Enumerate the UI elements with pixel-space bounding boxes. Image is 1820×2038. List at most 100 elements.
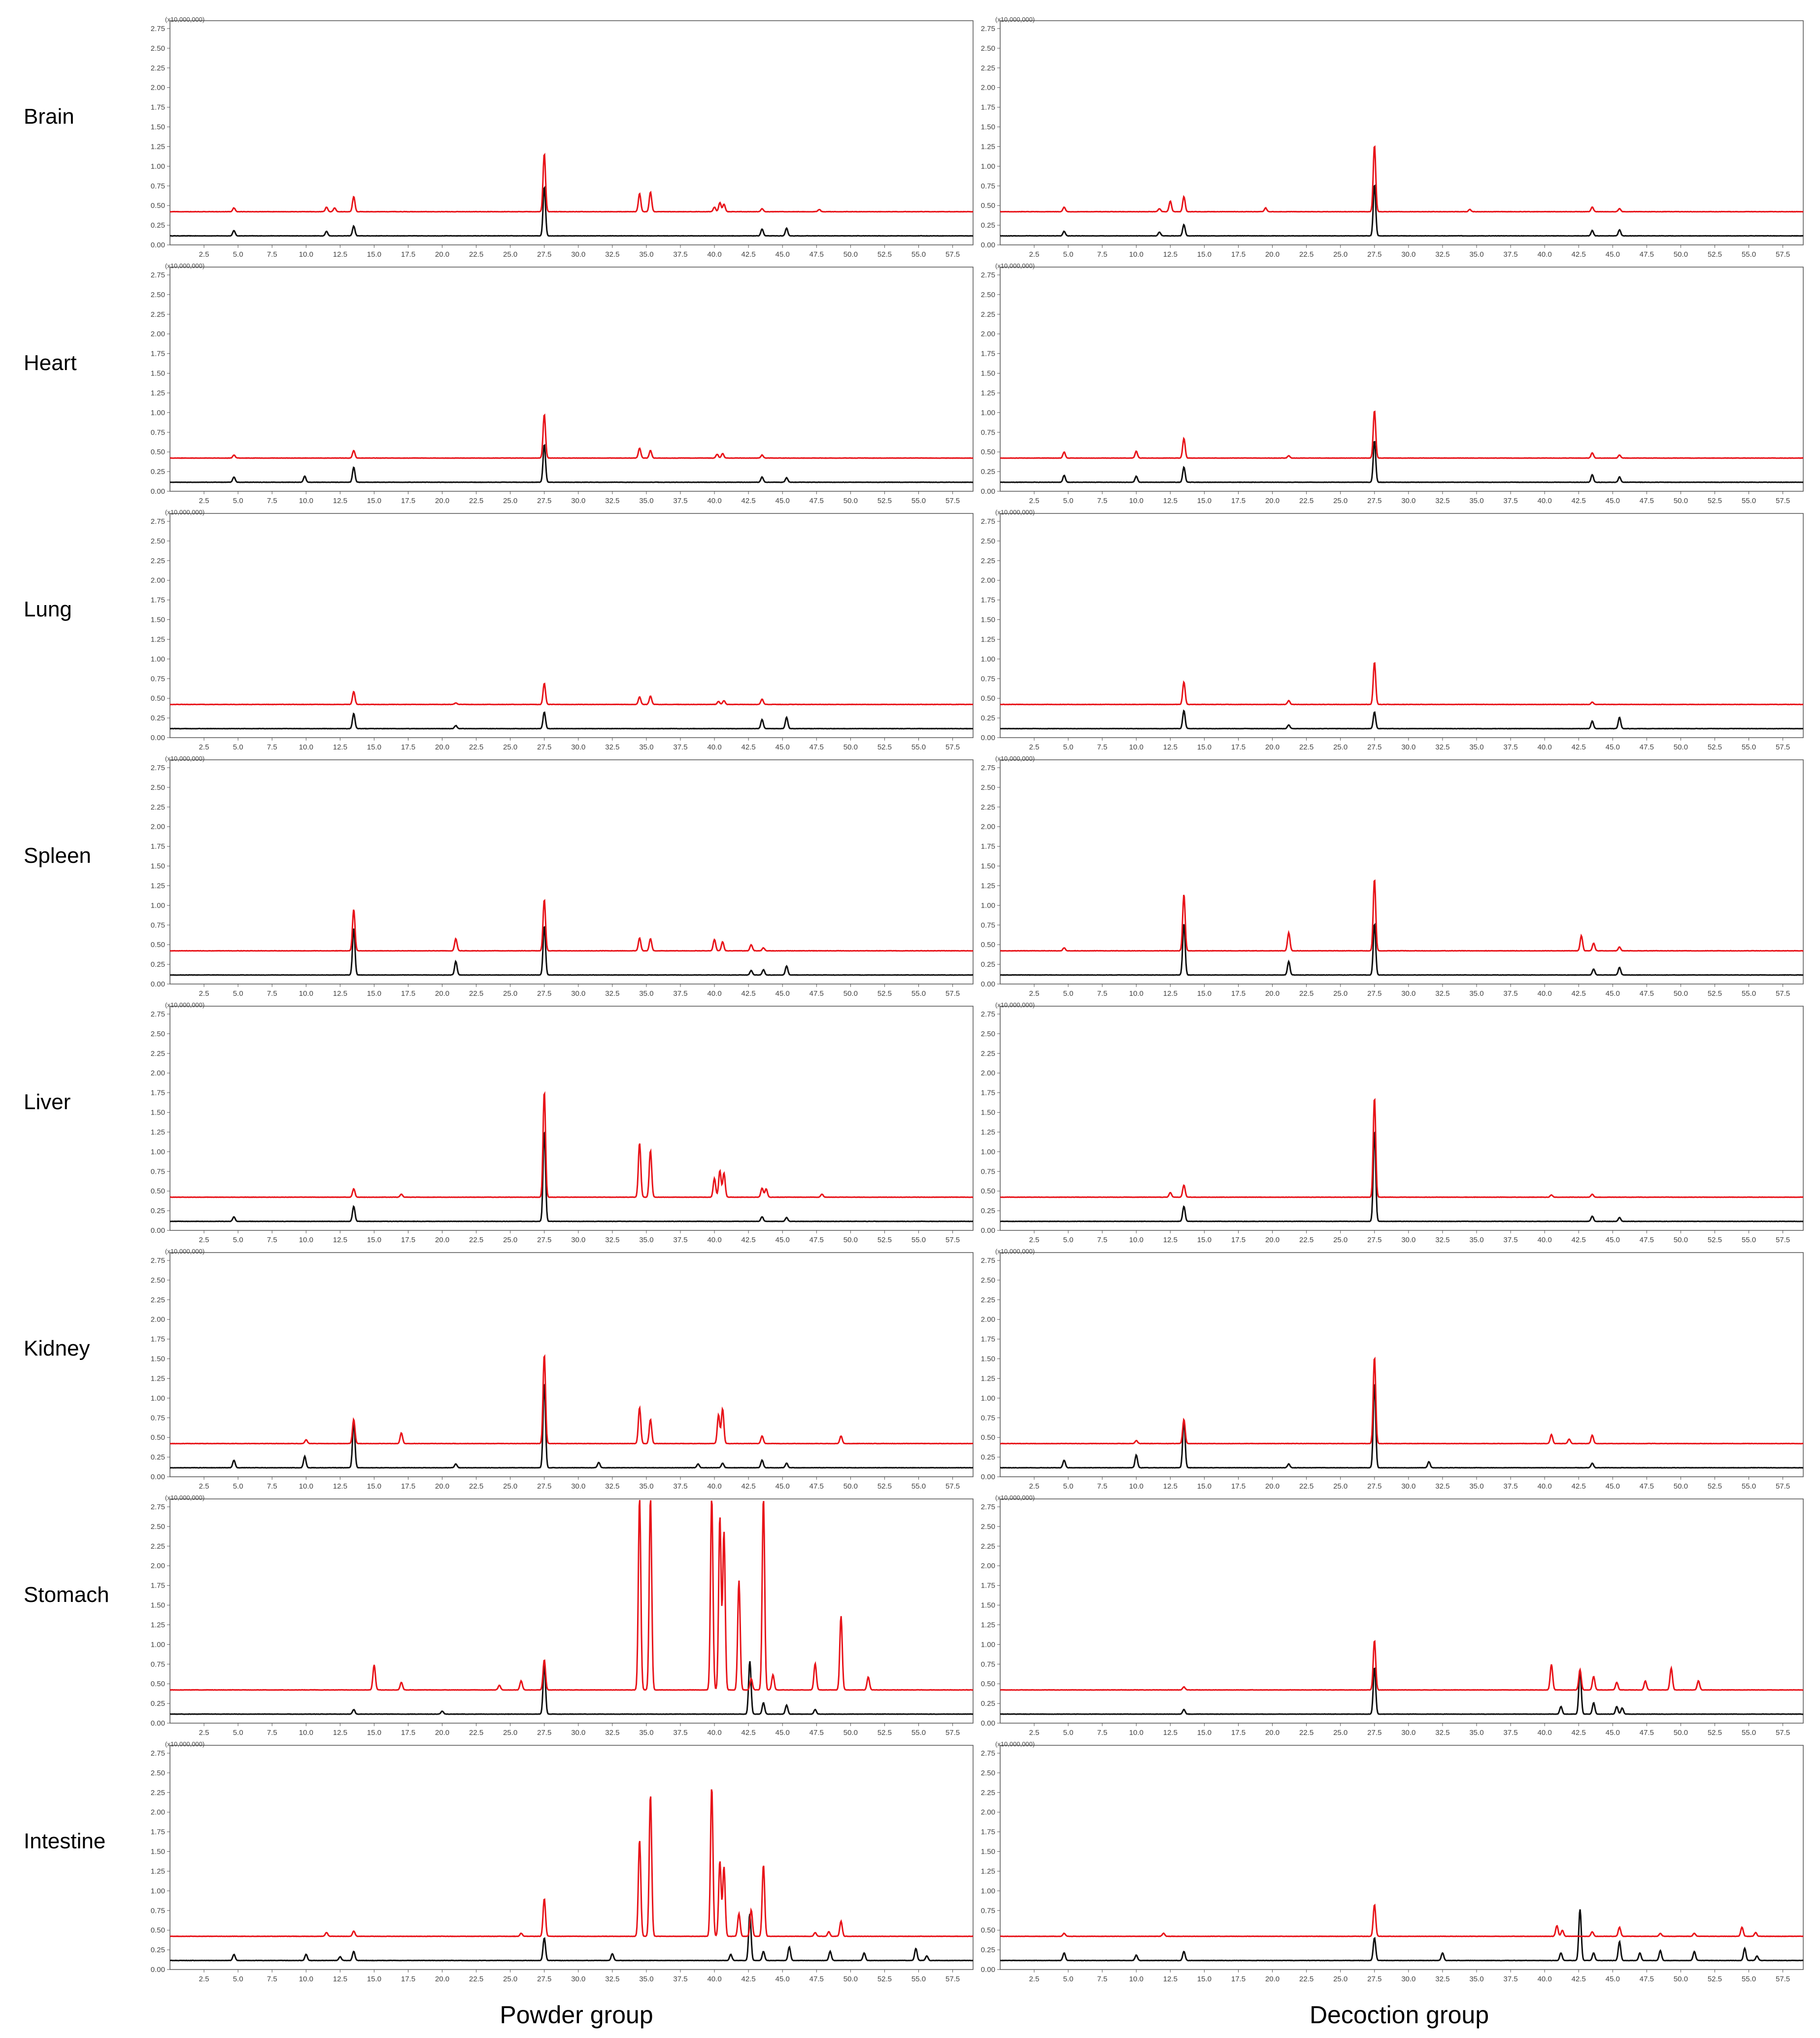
x-tick-label: 25.0 [1333, 989, 1348, 998]
x-tick-label: 37.5 [673, 1729, 687, 1737]
y-tick-label: 0.50 [981, 1433, 995, 1442]
y-tick-label: 1.00 [981, 1887, 995, 1895]
y-tick-label: 0.75 [981, 428, 995, 437]
x-tick-label: 57.5 [1776, 1975, 1790, 1983]
y-tick-label: 2.25 [151, 1050, 165, 1058]
y-tick-label: 0.50 [981, 1680, 995, 1688]
x-tick-label: 2.5 [199, 743, 209, 751]
x-tick-label: 20.0 [1265, 1729, 1280, 1737]
x-tick-label: 35.0 [1469, 250, 1483, 259]
y-tick-label: 2.00 [151, 1562, 165, 1570]
x-tick-label: 42.5 [1572, 1482, 1586, 1491]
y-tick-label: 1.50 [151, 1109, 165, 1117]
row-label-liver: Liver [24, 1090, 71, 1114]
x-tick-label: 32.5 [1435, 989, 1449, 998]
trace-red [1000, 145, 1804, 213]
x-tick-label: 10.0 [299, 497, 313, 505]
panel-frame [1000, 1498, 1804, 1724]
x-tick-label: 2.5 [1029, 1729, 1040, 1737]
x-tick-label: 45.0 [1606, 1482, 1620, 1491]
x-tick-label: 45.0 [775, 1482, 790, 1491]
x-tick-label: 35.0 [1469, 989, 1483, 998]
x-tick-label: 40.0 [707, 250, 721, 259]
y-tick-label: 0.75 [151, 1660, 165, 1668]
trace-black [1000, 709, 1804, 730]
y-tick-label: 2.50 [981, 1769, 995, 1777]
x-tick-label: 30.0 [571, 1236, 585, 1244]
y-tick-label: 1.25 [151, 1374, 165, 1383]
x-tick-label: 17.5 [1231, 1975, 1246, 1983]
y-tick-label: 2.00 [151, 823, 165, 831]
x-tick-label: 17.5 [401, 743, 415, 751]
y-tick-label: 0.00 [981, 980, 995, 988]
y-tick-label: 0.00 [981, 1966, 995, 1974]
trace-red [169, 1091, 974, 1198]
y-tick-label: 2.25 [151, 1789, 165, 1797]
x-tick-label: 27.5 [1367, 1236, 1382, 1244]
x-tick-label: 47.5 [809, 1729, 824, 1737]
panel-frame [1000, 1252, 1804, 1477]
x-tick-label: 30.0 [571, 1975, 585, 1983]
x-tick-label: 35.0 [639, 1729, 653, 1737]
y-tick-label: 0.00 [151, 241, 165, 249]
y-tick-label: 1.25 [151, 635, 165, 644]
trace-red [1000, 662, 1804, 706]
x-tick-label: 25.0 [503, 250, 517, 259]
x-tick-label: 50.0 [1674, 250, 1688, 259]
x-tick-label: 52.5 [877, 1975, 892, 1983]
y-tick-label: 0.00 [981, 487, 995, 496]
x-tick-label: 52.5 [1708, 1482, 1722, 1491]
x-tick-label: 5.0 [233, 497, 243, 505]
x-tick-label: 40.0 [1537, 250, 1551, 259]
x-tick-label: 55.0 [911, 250, 926, 259]
y-tick-label: 2.25 [151, 803, 165, 812]
x-tick-label: 7.5 [267, 743, 277, 751]
panel-stomach-decoction: (x10,000,000) 0.00 0.25 0.50 0.75 1.00 1.25 1.5… [981, 1494, 1804, 1737]
y-tick-label: 0.75 [151, 428, 165, 437]
x-tick-label: 7.5 [267, 1729, 277, 1737]
x-tick-label: 20.0 [435, 743, 449, 751]
x-tick-label: 12.5 [333, 743, 347, 751]
x-tick-label: 50.0 [843, 1236, 858, 1244]
x-tick-label: 30.0 [571, 743, 585, 751]
y-tick-label: 2.00 [981, 330, 995, 339]
y-tick-label: 0.25 [151, 714, 165, 722]
x-tick-label: 25.0 [503, 1729, 517, 1737]
x-tick-label: 45.0 [1606, 1729, 1620, 1737]
x-tick-label: 57.5 [945, 989, 960, 998]
scale-label: (x10,000,000) [165, 1494, 204, 1501]
y-tick-label: 0.75 [151, 1167, 165, 1176]
x-tick-label: 45.0 [775, 497, 790, 505]
x-tick-label: 17.5 [401, 989, 415, 998]
y-tick-label: 0.25 [981, 714, 995, 722]
x-tick-label: 45.0 [1606, 989, 1620, 998]
x-tick-label: 57.5 [945, 1975, 960, 1983]
y-tick-label: 2.00 [981, 823, 995, 831]
x-tick-label: 32.5 [1435, 1236, 1449, 1244]
y-tick-label: 0.50 [151, 448, 165, 456]
x-tick-label: 52.5 [877, 1729, 892, 1737]
x-tick-label: 47.5 [1640, 989, 1654, 998]
y-tick-label: 2.00 [981, 1562, 995, 1570]
y-tick-label: 2.75 [981, 271, 995, 279]
x-tick-label: 5.0 [233, 1236, 243, 1244]
x-tick-label: 57.5 [1776, 497, 1790, 505]
x-tick-label: 32.5 [605, 1729, 619, 1737]
x-tick-label: 52.5 [1708, 1729, 1722, 1737]
x-tick-label: 25.0 [1333, 1236, 1348, 1244]
x-tick-label: 2.5 [1029, 250, 1040, 259]
x-tick-label: 17.5 [401, 1482, 415, 1491]
x-tick-label: 37.5 [1503, 1482, 1517, 1491]
y-tick-label: 2.50 [151, 1030, 165, 1038]
y-tick-label: 0.25 [981, 1453, 995, 1461]
y-tick-label: 1.00 [981, 655, 995, 663]
x-tick-label: 27.5 [1367, 1482, 1382, 1491]
y-tick-label: 1.75 [981, 1582, 995, 1590]
y-tick-label: 2.50 [981, 44, 995, 53]
x-tick-label: 10.0 [299, 1729, 313, 1737]
trace-black [1000, 1667, 1803, 1715]
x-tick-label: 27.5 [537, 1975, 551, 1983]
y-tick-label: 0.50 [151, 1433, 165, 1442]
x-tick-label: 55.0 [911, 497, 926, 505]
x-tick-label: 5.0 [233, 1482, 243, 1491]
